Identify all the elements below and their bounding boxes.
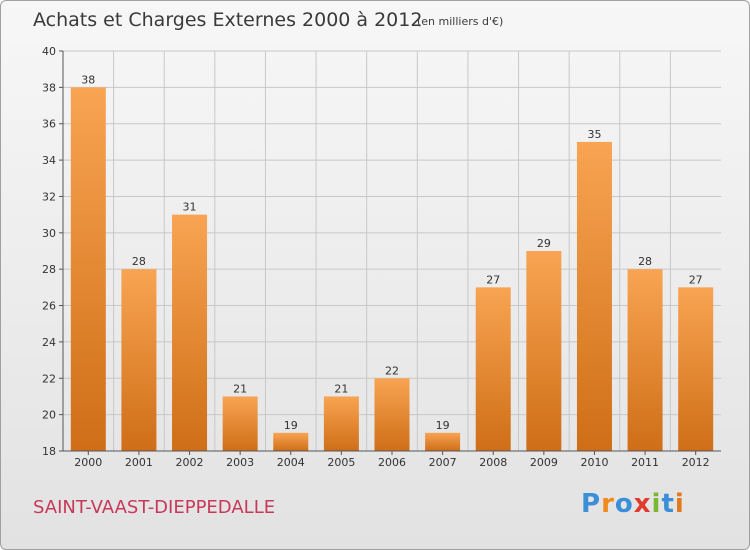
bar-2007 bbox=[425, 432, 461, 451]
data-label-2003: 21 bbox=[233, 382, 247, 395]
bar-2012 bbox=[678, 287, 714, 451]
data-label-2001: 28 bbox=[132, 255, 146, 268]
data-label-2011: 28 bbox=[638, 255, 652, 268]
y-tick-label: 28 bbox=[42, 263, 56, 276]
data-label-2007: 19 bbox=[436, 419, 450, 432]
y-tick-label: 20 bbox=[42, 409, 56, 422]
bar-2009 bbox=[526, 251, 562, 451]
logo-letter: P bbox=[581, 489, 602, 519]
y-tick-label: 24 bbox=[42, 336, 56, 349]
y-tick-label: 36 bbox=[42, 118, 56, 131]
x-tick-label: 2007 bbox=[429, 456, 457, 469]
axes bbox=[59, 50, 721, 455]
logo-letter: t bbox=[661, 489, 675, 519]
y-tick-label: 30 bbox=[42, 227, 56, 240]
x-tick-label: 2002 bbox=[176, 456, 204, 469]
bar-2005 bbox=[323, 396, 359, 451]
x-tick-label: 2008 bbox=[479, 456, 507, 469]
bar-2002 bbox=[172, 214, 208, 451]
chart-title: Achats et Charges Externes 2000 à 2012 bbox=[33, 9, 423, 31]
x-tick-label: 2006 bbox=[378, 456, 406, 469]
x-tick-label: 2011 bbox=[631, 456, 659, 469]
data-label-2010: 35 bbox=[587, 128, 601, 141]
bar-2001 bbox=[121, 269, 157, 451]
x-tick-label: 2005 bbox=[327, 456, 355, 469]
commune-name: SAINT-VAAST-DIEPPEDALLE bbox=[33, 497, 276, 518]
logo-letter: i bbox=[674, 489, 685, 519]
bar-2010 bbox=[576, 141, 612, 451]
labels: 18 20 22 24 26 28 30 32 34 36 38 40 38 2000 28 2001 31 20… bbox=[42, 45, 710, 469]
logo-letter: r bbox=[601, 489, 615, 519]
x-tick-label: 2012 bbox=[682, 456, 710, 469]
x-tick-label: 2003 bbox=[226, 456, 254, 469]
data-label-2000: 38 bbox=[81, 73, 95, 86]
data-label-2009: 29 bbox=[537, 237, 551, 250]
data-label-2002: 31 bbox=[183, 201, 197, 214]
chart-subtitle: (en milliers d'€) bbox=[417, 15, 504, 28]
y-tick-label: 38 bbox=[42, 81, 56, 94]
data-label-2008: 27 bbox=[486, 273, 500, 286]
y-tick-label: 18 bbox=[42, 445, 56, 458]
bars bbox=[70, 87, 714, 451]
logo-letter: i bbox=[651, 489, 662, 519]
bar-2008 bbox=[475, 287, 511, 451]
x-tick-label: 2001 bbox=[125, 456, 153, 469]
y-tick-label: 32 bbox=[42, 190, 56, 203]
bar-2000 bbox=[70, 87, 106, 451]
logo-letter: x bbox=[633, 489, 652, 519]
bar-2004 bbox=[273, 432, 309, 451]
y-tick-label: 26 bbox=[42, 300, 56, 313]
data-label-2004: 19 bbox=[284, 419, 298, 432]
y-tick-label: 40 bbox=[42, 45, 56, 58]
x-tick-label: 2010 bbox=[580, 456, 608, 469]
bar-2011 bbox=[627, 269, 663, 451]
y-tick-label: 34 bbox=[42, 154, 56, 167]
bar-2006 bbox=[374, 378, 410, 451]
data-label-2005: 21 bbox=[334, 382, 348, 395]
bar-2003 bbox=[222, 396, 258, 451]
data-label-2012: 27 bbox=[689, 273, 703, 286]
data-label-2006: 22 bbox=[385, 364, 399, 377]
y-tick-label: 22 bbox=[42, 372, 56, 385]
x-tick-label: 2009 bbox=[530, 456, 558, 469]
x-tick-label: 2000 bbox=[74, 456, 102, 469]
logo-letter: o bbox=[614, 489, 634, 519]
proxiti-logo: Proxiti bbox=[581, 489, 685, 519]
x-tick-label: 2004 bbox=[277, 456, 305, 469]
